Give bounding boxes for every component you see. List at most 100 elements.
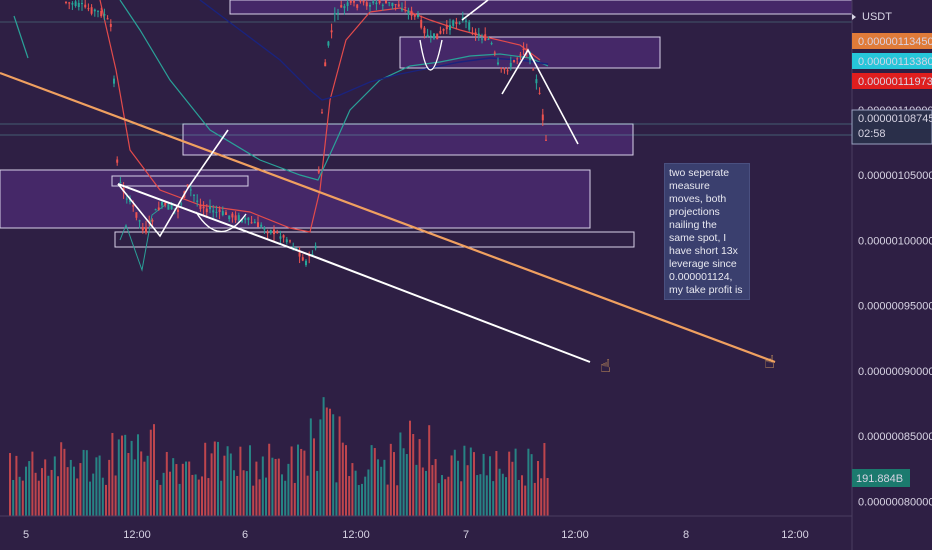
x-tick-label: 12:00 [123, 529, 151, 541]
volume-bar-157 [508, 451, 511, 516]
volume-bar-51 [169, 471, 171, 516]
candle-body-23 [135, 212, 138, 218]
pointer-glyph-2: ☝ [764, 352, 775, 373]
candle-body-55 [237, 215, 240, 221]
volume-badge [852, 469, 910, 487]
candle-body-79 [314, 245, 317, 249]
ema-mid-lower-fragment [119, 204, 166, 272]
volume-bar-112 [364, 476, 367, 516]
volume-bar-35 [117, 439, 120, 516]
volume-bar-72 [236, 475, 239, 516]
drawings-layer: ☝ ☝ [0, 0, 776, 377]
candle-body-4 [74, 1, 77, 7]
candle-body-37 [180, 203, 183, 205]
volume-bar-15 [53, 456, 56, 516]
candle-body-3 [71, 3, 74, 5]
volume-bar-62 [204, 442, 207, 516]
candle-body-8 [87, 8, 90, 10]
candle-body-119 [442, 28, 445, 31]
volume-bar-159 [514, 448, 517, 516]
volume-bar-42 [140, 451, 143, 516]
volume-bar-79 [258, 479, 261, 516]
candle-body-68 [279, 236, 282, 239]
volume-bar-86 [281, 474, 283, 516]
volume-bar-142 [460, 481, 463, 516]
volume-bar-58 [191, 474, 194, 516]
volume-bar-115 [373, 448, 376, 516]
candle-body-52 [228, 215, 231, 220]
volume-bar-87 [284, 480, 287, 516]
candle-body-41 [193, 194, 195, 196]
candle-body-69 [282, 235, 285, 238]
zone-box-6 [114, 231, 635, 248]
candle-body-106 [401, 8, 403, 11]
long-trend-line [0, 71, 776, 364]
volume-bar-126 [409, 420, 411, 516]
candle-body-85 [333, 13, 336, 15]
volume-bar-124 [402, 448, 405, 516]
candle-body-143 [519, 54, 522, 56]
volume-bar-44 [146, 455, 149, 516]
volume-bar-125 [405, 454, 408, 516]
volume-bar-25 [85, 450, 88, 516]
volume-bar-9 [34, 472, 37, 516]
volume-bar-75 [245, 471, 248, 516]
candle-body-20 [125, 198, 128, 200]
volume-bar-50 [165, 451, 168, 516]
volume-bar-97 [316, 470, 319, 516]
candle-body-126 [465, 20, 467, 22]
candle-body-13 [103, 14, 106, 16]
volume-bar-139 [450, 455, 453, 516]
axis-menu-arrow [852, 14, 856, 20]
volume-bar-8 [31, 451, 34, 516]
candle-body-5 [77, 2, 80, 8]
x-tick-label: 12:00 [561, 529, 589, 541]
volume-bar-68 [223, 455, 226, 516]
candle-body-64 [266, 232, 269, 234]
candle-body-9 [90, 7, 93, 14]
x-tick-label: 12:00 [342, 529, 370, 541]
volume-bar-74 [242, 470, 245, 516]
volume-bar-76 [249, 445, 251, 516]
volume-bar-46 [153, 424, 155, 516]
candle-body-58 [247, 217, 250, 221]
volume-bar-55 [181, 463, 184, 516]
candle-body-131 [481, 38, 483, 40]
volume-bar-93 [303, 450, 306, 516]
zone-box-2 [0, 169, 591, 229]
volume-bar-47 [156, 480, 159, 516]
volume-bar-138 [447, 476, 450, 516]
volume-bar-69 [226, 446, 229, 516]
volume-bar-12 [44, 459, 47, 516]
candle-body-18 [119, 182, 122, 184]
volume-bar-137 [444, 479, 447, 516]
x-tick-label: 7 [463, 529, 469, 541]
ema-layer [13, 0, 549, 272]
candle-body-36 [177, 209, 179, 212]
annotation-note[interactable]: two seperate measure moves, both project… [664, 163, 750, 300]
candle-body-87 [340, 5, 343, 8]
volume-bar-89 [290, 446, 293, 516]
volume-bar-34 [114, 475, 117, 516]
candle-body-46 [209, 206, 211, 210]
candle-body-25 [141, 227, 144, 231]
volume-bar-140 [453, 449, 456, 516]
volume-bar-88 [287, 463, 290, 516]
candle-body-88 [343, 6, 346, 9]
pointer-glyph-1: ☝ [600, 356, 611, 377]
volume-bar-98 [319, 419, 322, 516]
candle-body-16 [113, 78, 115, 84]
volume-bar-118 [383, 459, 386, 516]
volume-bar-121 [393, 452, 395, 516]
volume-bar-54 [178, 483, 181, 516]
candle-body-101 [385, 0, 387, 4]
candle-body-71 [289, 240, 291, 242]
volume-bar-65 [213, 441, 216, 516]
candle-body-122 [452, 20, 455, 26]
volume-bar-160 [517, 479, 520, 516]
volume-bar-161 [521, 475, 523, 516]
volume-bar-92 [300, 448, 303, 516]
